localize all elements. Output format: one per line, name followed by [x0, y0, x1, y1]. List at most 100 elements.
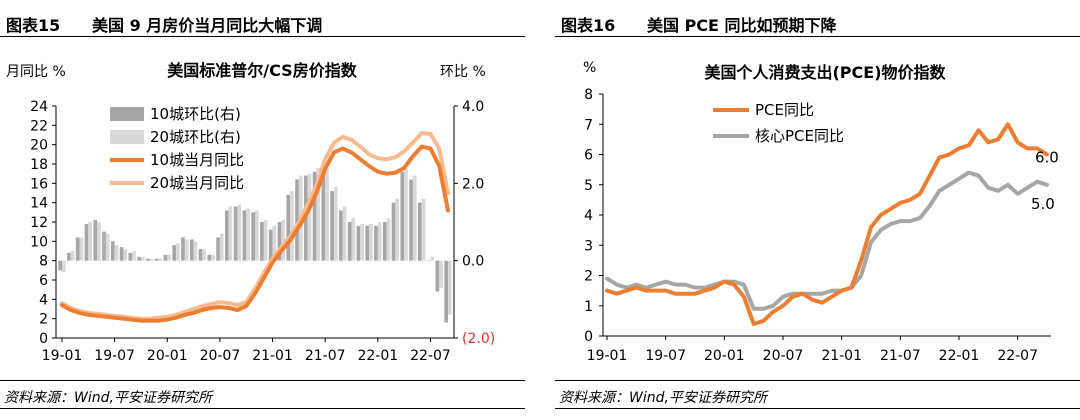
- left-tick-label: 20: [30, 138, 48, 154]
- x-tick-label: 20-01: [147, 348, 188, 364]
- bar-10city-mom: [189, 239, 194, 261]
- x-tick-label: 22-01: [939, 348, 980, 364]
- left-tick-label: 14: [30, 196, 48, 212]
- left-tick-label: 12: [30, 215, 48, 231]
- bar-20city-mom: [281, 220, 286, 261]
- legend-label: 10城当月同比: [150, 151, 244, 169]
- y-tick-label: 7: [584, 117, 593, 133]
- bar-20city-mom: [412, 175, 417, 261]
- bar-10city-mom: [365, 225, 370, 261]
- bar-20city-mom: [123, 249, 128, 261]
- bar-20city-mom: [404, 167, 408, 261]
- bar-10city-mom: [119, 247, 124, 261]
- bar-20city-mom: [228, 206, 233, 261]
- pce-end-annotation: 6.0: [1035, 149, 1059, 167]
- bar-10city-mom: [102, 231, 106, 261]
- left-footer-rule: [0, 408, 525, 409]
- line-core-pce-yoy: [605, 170, 1049, 311]
- bar-20city-mom: [184, 239, 189, 261]
- left-tick-label: 22: [30, 118, 48, 134]
- x-tick-label: 22-01: [357, 348, 398, 364]
- bar-10city-mom: [75, 237, 80, 261]
- bar-10city-mom: [181, 237, 185, 261]
- bar-20city-mom: [395, 198, 400, 261]
- bar-20city-mom: [386, 218, 391, 261]
- bar-20city-mom: [167, 254, 171, 261]
- bar-10city-mom: [444, 260, 448, 323]
- bar-10city-mom: [347, 222, 352, 261]
- y-tick-label: 6: [584, 148, 593, 164]
- bar-20city-mom: [333, 187, 338, 261]
- bar-10city-mom: [339, 210, 343, 261]
- y-tick-label: 3: [584, 238, 593, 254]
- bar-10city-mom: [58, 260, 62, 271]
- bar-20city-mom: [79, 237, 84, 261]
- right-axis-label: 环比 %: [440, 64, 486, 80]
- bar-20city-mom: [369, 223, 373, 261]
- right-footer-rule: [555, 408, 1080, 409]
- bar-20city-mom: [62, 260, 66, 273]
- bar-10city-mom: [172, 245, 177, 261]
- bar-10city-mom: [382, 222, 387, 261]
- bar-20city-mom: [158, 258, 163, 261]
- bar-10city-mom: [356, 225, 361, 261]
- bar-20city-mom: [219, 233, 224, 261]
- bar-10city-mom: [400, 171, 405, 261]
- bar-10city-mom: [146, 258, 150, 261]
- right-tick-label: 0.0: [462, 254, 484, 270]
- bar-10city-mom: [67, 252, 71, 261]
- bar-20city-mom: [255, 210, 259, 261]
- bar-10city-mom: [137, 256, 141, 261]
- bar-10city-mom: [374, 225, 378, 261]
- legend-label: 20城当月同比: [150, 174, 244, 192]
- left-tick-label: 8: [39, 254, 48, 270]
- bar-20city-mom: [351, 218, 356, 261]
- legend-swatch: [110, 107, 144, 121]
- bar-20city-mom: [237, 204, 242, 261]
- right-tick-label: 2.0: [462, 176, 484, 192]
- bar-10city-mom: [435, 260, 440, 292]
- bar-20city-mom: [325, 167, 329, 261]
- bar-20city-mom: [307, 173, 312, 261]
- bar-10city-mom: [198, 249, 203, 261]
- x-tick-label: 20-01: [704, 348, 745, 364]
- y-tick-label: 5: [584, 178, 593, 194]
- left-source-text: 资料来源：Wind,平安证券研究所: [4, 390, 212, 406]
- left-tick-label: 2: [39, 312, 48, 328]
- x-tick-label: 22-07: [410, 348, 451, 364]
- bar-10city-mom: [312, 171, 317, 261]
- legend-label: PCE同比: [755, 101, 814, 119]
- bar-10city-mom: [233, 206, 238, 261]
- bar-10city-mom: [409, 179, 413, 261]
- bar-10city-mom: [260, 222, 264, 261]
- left-figure-panel: 图表15 美国 9 月房价当月同比大幅下调 美国标准普尔/CS房价指数 月同比 %…: [0, 0, 525, 420]
- bar-20city-mom: [88, 222, 93, 261]
- right-source-text: 资料来源：Wind,平安证券研究所: [559, 390, 767, 406]
- x-tick-label: 21-01: [252, 348, 293, 364]
- y-axis-label: %: [583, 60, 596, 76]
- legend-label: 核心PCE同比: [755, 127, 844, 145]
- left-tick-label: 24: [30, 99, 48, 115]
- bar-10city-mom: [295, 179, 299, 261]
- bar-20city-mom: [439, 260, 443, 288]
- bar-20city-mom: [421, 198, 426, 261]
- bar-20city-mom: [272, 225, 277, 261]
- left-tick-label: 4: [39, 292, 48, 308]
- core-pce-end-annotation: 5.0: [1031, 195, 1055, 213]
- bar-20city-mom: [114, 245, 119, 261]
- bar-20city-mom: [105, 233, 110, 261]
- bar-20city-mom: [140, 256, 145, 261]
- bar-20city-mom: [360, 223, 364, 261]
- left-source-line: 资料来源：Wind,平安证券研究所: [0, 380, 525, 411]
- x-tick-label: 19-01: [42, 348, 83, 364]
- chart-title: 美国标准普尔/CS房价指数: [167, 61, 357, 80]
- bar-20city-mom: [290, 191, 294, 261]
- bar-20city-mom: [149, 258, 154, 261]
- x-tick-label: 19-07: [94, 348, 135, 364]
- y-tick-label: 4: [584, 208, 593, 224]
- bar-20city-mom: [342, 206, 347, 261]
- bar-10city-mom: [163, 254, 168, 261]
- y-tick-label: 0: [584, 329, 593, 345]
- bar-10city-mom: [154, 258, 159, 261]
- right-figure-title: 美国 PCE 同比如预期下降: [647, 16, 837, 35]
